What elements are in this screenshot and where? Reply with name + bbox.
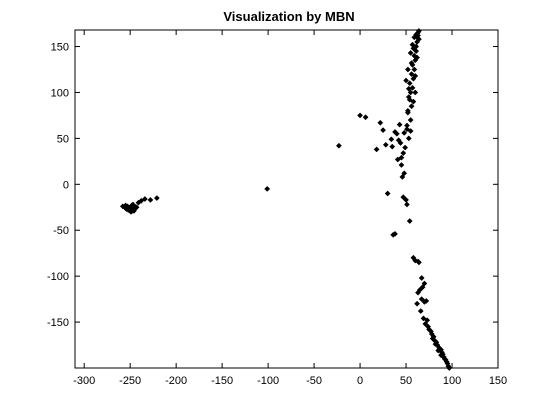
data-point [414,54,421,61]
x-tick-label: -250 [119,375,141,387]
data-point [405,85,412,92]
y-tick-label: 100 [51,87,69,99]
data-point [388,136,395,143]
y-tick-label: 150 [51,42,69,54]
data-point [380,127,387,134]
y-tick-label: -50 [53,225,69,237]
data-point [403,77,409,84]
data-point [264,185,271,192]
data-point [406,80,413,87]
data-point [404,201,410,208]
data-point [404,109,411,116]
data-point [429,335,436,342]
data-point [408,103,415,110]
data-point [373,146,380,153]
x-tick-label: -100 [257,375,279,387]
x-tick-label: -50 [306,375,322,387]
x-tick-label: 0 [357,375,363,387]
data-point [362,114,369,121]
data-point [409,41,416,48]
data-point [406,218,413,224]
data-point [411,66,418,73]
data-point [377,119,384,126]
y-tick-label: 0 [63,179,69,191]
data-point [412,72,419,79]
data-point [432,341,439,348]
data-point [405,135,412,142]
data-point [438,352,444,359]
data-point [141,196,148,202]
x-tick-label: 50 [400,375,412,387]
data-point [398,154,405,161]
data-point [153,195,160,202]
data-point [393,130,400,137]
data-point [335,142,342,149]
data-point [402,144,409,151]
data-point [389,143,396,150]
data-point [384,190,391,197]
data-point [147,196,154,203]
data-point [401,170,408,177]
data-point [131,203,138,210]
data-point [415,36,422,43]
data-point [407,50,414,56]
data-point [401,129,408,136]
y-tick-label: -100 [47,271,69,283]
data-point [408,60,415,67]
chart-title: Visualization by MBN [223,9,354,24]
data-points [119,27,453,371]
data-point [418,275,425,281]
data-point [407,117,414,123]
data-point [413,31,420,38]
data-point [412,89,419,96]
data-point [420,315,427,322]
data-point [421,280,428,287]
x-tick-label: 100 [443,375,461,387]
data-point [441,355,448,362]
data-point [409,84,416,91]
data-point [382,141,389,148]
data-point [400,150,407,157]
data-point [357,112,364,119]
data-point [404,122,410,129]
plot-area [75,30,498,368]
data-point [425,323,432,330]
data-point [406,96,413,103]
data-point [404,66,411,73]
data-point [398,162,405,168]
x-tick-label: 150 [489,375,507,387]
y-tick-label: 50 [57,133,69,145]
data-point [128,208,135,215]
plot-background [75,30,498,368]
data-point [415,259,422,266]
data-point [407,128,414,134]
data-point [423,297,430,304]
axis-ticks: -300 -250 -200 -150 -100 -50 0 50 100 150 150 100 50… [47,30,507,387]
data-point [397,140,404,146]
data-point [123,206,130,213]
data-point [392,230,398,237]
data-point [417,308,424,315]
data-point [414,300,421,307]
axes-frame [74,29,499,369]
data-point [415,289,421,296]
data-point [410,45,417,52]
data-point [435,347,442,354]
x-tick-label: -300 [73,375,95,387]
y-tick-label: -150 [47,317,69,329]
x-tick-label: -200 [165,375,187,387]
data-point [396,121,403,128]
data-point [404,126,410,133]
x-tick-label: -150 [211,375,233,387]
